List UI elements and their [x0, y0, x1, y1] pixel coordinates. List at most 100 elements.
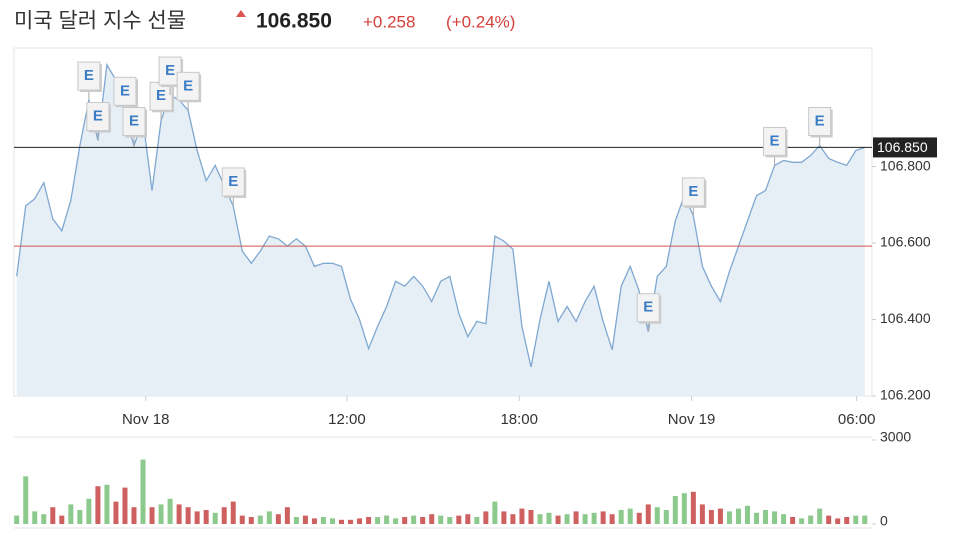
volume-bar [420, 517, 426, 524]
event-label: E [129, 112, 139, 129]
volume-bar [429, 514, 435, 524]
volume-bar [284, 507, 290, 524]
volume-bar [41, 514, 47, 524]
volume-bar [591, 512, 597, 524]
event-box [113, 76, 137, 106]
event-box [77, 61, 101, 91]
volume-bar [826, 515, 832, 524]
volume-bar [645, 504, 651, 524]
volume-bar [212, 512, 218, 524]
volume-bar [781, 514, 787, 524]
x-tick-label: Nov 19 [668, 411, 716, 428]
volume-bar [293, 517, 299, 524]
volume-bar [140, 459, 146, 524]
event-label: E [770, 132, 780, 149]
volume-bar [59, 515, 65, 524]
event-box [681, 177, 705, 207]
y-tick-label: 106.400 [880, 310, 931, 326]
volume-bar [844, 517, 850, 524]
volume-bar [799, 518, 805, 524]
change: +0.258 [363, 12, 415, 31]
volume-bar [104, 484, 110, 524]
volume-bar [149, 507, 155, 524]
price: 106.850 [256, 10, 332, 33]
volume-bar [546, 512, 552, 524]
volume-bar [339, 519, 345, 524]
volume-bar [77, 510, 83, 524]
event-label: E [84, 67, 94, 84]
volume-bar [176, 504, 182, 524]
volume-bar [275, 514, 281, 524]
current-price-box [873, 137, 937, 158]
volume-bar [681, 493, 687, 524]
volume-bar [699, 504, 705, 524]
volume-bar [185, 507, 191, 524]
volume-bar [772, 511, 778, 524]
volume-bar [375, 517, 381, 524]
volume-bar [266, 511, 272, 524]
volume-bar [672, 496, 678, 524]
volume-bar [853, 515, 859, 524]
volume-bar [763, 510, 769, 524]
volume-bar [32, 511, 38, 524]
y-tick-label: 106.600 [880, 234, 931, 250]
title: 미국 달러 지수 선물 [14, 10, 186, 33]
volume-bar [483, 511, 489, 524]
volume-bar [573, 511, 579, 524]
volume-bar [438, 515, 444, 524]
x-tick-label: Nov 18 [122, 411, 170, 428]
volume-bar [95, 486, 101, 524]
volume-bar [474, 517, 480, 524]
volume-bar [600, 511, 606, 524]
event-label: E [643, 299, 653, 316]
event-label: E [165, 62, 175, 79]
event-box [86, 102, 110, 132]
event-label: E [815, 112, 825, 129]
event-box [122, 107, 146, 137]
volume-bar [257, 515, 263, 524]
event-box [808, 107, 832, 137]
volume-bar [384, 515, 390, 524]
event-label: E [93, 108, 103, 125]
volume-bar [113, 501, 119, 524]
volume-bar [167, 498, 173, 524]
volume-bar [564, 514, 570, 524]
y-tick-label: 106.200 [880, 387, 931, 403]
volume-bar [239, 515, 245, 524]
volume-bar [519, 508, 525, 524]
volume-bar [726, 511, 732, 524]
volume-bar [393, 518, 399, 524]
volume-bar [862, 515, 868, 524]
volume-bar [654, 507, 660, 524]
volume-bar [690, 491, 696, 524]
volume-tick-label: 0 [880, 513, 888, 529]
event-box [763, 126, 787, 156]
x-tick-label: 06:00 [838, 411, 876, 428]
volume-bar [357, 518, 363, 524]
volume-bar [528, 510, 534, 524]
volume-bar [194, 511, 200, 524]
event-label: E [120, 82, 130, 99]
volume-bar [203, 510, 209, 524]
volume-bar [609, 514, 615, 524]
volume-bar [754, 512, 760, 524]
event-label: E [183, 77, 193, 94]
volume-bar [465, 514, 471, 524]
volume-bar [131, 507, 137, 524]
volume-bar [402, 517, 408, 524]
volume-bar [311, 518, 317, 524]
price-line [16, 62, 866, 368]
current-price-label: 106.850 [877, 139, 928, 155]
volume-bar [348, 519, 354, 524]
volume-bar [68, 504, 74, 524]
volume-bar [320, 517, 326, 524]
volume-bar [618, 510, 624, 524]
volume-bar [492, 501, 498, 524]
volume-bar [447, 517, 453, 524]
event-box [158, 56, 182, 86]
volume-bar [248, 517, 254, 524]
volume-bar [735, 508, 741, 524]
volume-bar [744, 505, 750, 524]
volume-bar [663, 510, 669, 524]
